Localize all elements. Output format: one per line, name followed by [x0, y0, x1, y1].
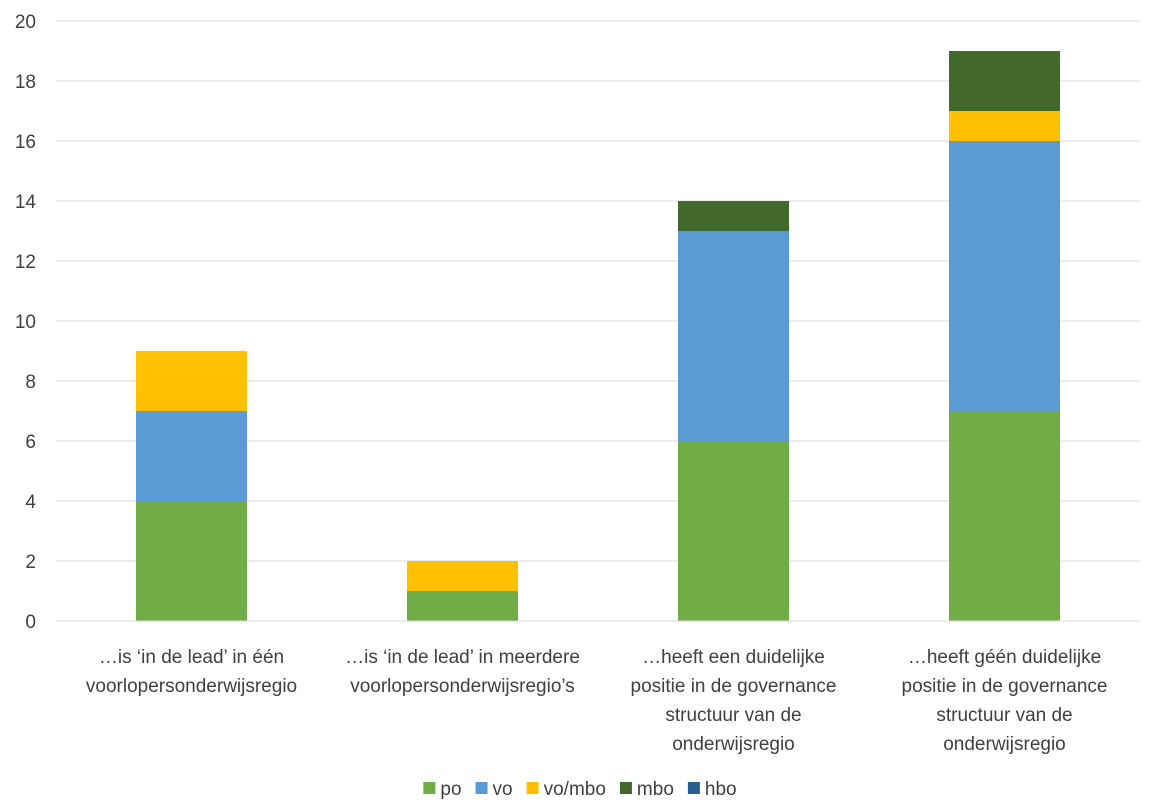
legend-swatch	[423, 782, 436, 794]
y-tick-label: 16	[15, 132, 36, 153]
legend-label: vo	[493, 779, 513, 800]
y-tick-label: 12	[15, 252, 36, 273]
legend-label: vo/mbo	[544, 779, 606, 800]
bar-segment-po	[678, 441, 789, 621]
y-tick-label: 4	[25, 492, 36, 513]
y-tick-label: 0	[25, 612, 36, 633]
bar-segment-vo-mbo	[949, 111, 1060, 141]
x-axis-category-labels: …is ‘in de lead’ in één voorlopersonderwi…	[86, 647, 1108, 755]
legend-label: mbo	[637, 779, 674, 800]
bar-segment-vo	[949, 141, 1060, 411]
bar-segment-mbo	[678, 201, 789, 231]
bar-segment-vo-mbo	[407, 561, 518, 591]
y-tick-label: 20	[15, 12, 36, 33]
x-category-label: …heeft een duidelijke positie in de gover…	[631, 647, 837, 755]
bar-segment-po	[949, 411, 1060, 621]
legend-swatch	[526, 782, 539, 794]
y-tick-label: 8	[25, 372, 36, 393]
x-category-label: …is ‘in de lead’ in meerdere voorloperson…	[345, 647, 580, 697]
y-tick-label: 18	[15, 72, 36, 93]
bar-segment-vo	[136, 411, 247, 501]
legend: po vo vo/mbo mbo hbo	[423, 779, 737, 800]
bar-segment-mbo	[949, 51, 1060, 111]
y-tick-label: 6	[25, 432, 36, 453]
bars	[56, 51, 1140, 622]
y-tick-label: 2	[25, 552, 36, 573]
y-axis-tick-labels: 0 2 4 6 8 10 12 14 16 18 20	[15, 12, 37, 633]
legend-label: hbo	[705, 779, 737, 800]
bar-segment-vo-mbo	[136, 351, 247, 411]
bar-segment-po	[136, 501, 247, 621]
bar-segment-vo	[678, 231, 789, 441]
y-tick-label: 10	[15, 312, 36, 333]
legend-swatch	[619, 782, 632, 794]
legend-swatch	[475, 782, 488, 794]
x-category-label: …is ‘in de lead’ in één voorlopersonderwi…	[86, 647, 297, 697]
legend-label: po	[440, 779, 461, 800]
legend-swatch	[687, 782, 700, 794]
y-tick-label: 14	[15, 192, 37, 213]
bar-segment-po	[407, 591, 518, 621]
x-category-label: …heeft géén duidelijke positie in de gove…	[902, 647, 1108, 755]
